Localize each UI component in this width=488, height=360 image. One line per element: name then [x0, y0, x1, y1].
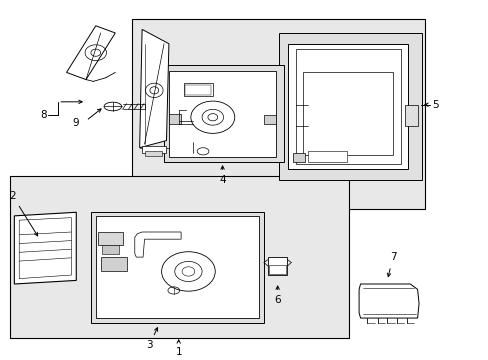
Text: 8: 8	[41, 111, 47, 121]
Bar	[96, 216, 259, 318]
Bar	[10, 176, 348, 338]
Text: 1: 1	[175, 340, 182, 357]
Bar	[183, 83, 212, 96]
Text: 4: 4	[219, 166, 225, 185]
Polygon shape	[14, 212, 76, 284]
Bar	[288, 44, 407, 169]
Text: 2: 2	[10, 191, 38, 236]
Bar	[102, 244, 119, 253]
Bar	[268, 265, 286, 274]
Text: 5: 5	[431, 100, 437, 110]
Text: 7: 7	[389, 252, 396, 262]
Text: 9: 9	[73, 118, 80, 128]
Bar	[278, 33, 422, 180]
Polygon shape	[66, 26, 115, 80]
Bar	[307, 151, 346, 162]
Bar	[168, 71, 276, 157]
Bar	[91, 212, 264, 323]
Bar	[132, 19, 424, 209]
Text: 6: 6	[274, 286, 281, 305]
Bar	[303, 72, 392, 155]
Bar	[98, 232, 122, 244]
Text: 3: 3	[146, 328, 157, 350]
Bar	[267, 257, 287, 275]
Bar	[145, 150, 162, 156]
Bar	[163, 65, 283, 162]
Bar	[101, 257, 127, 271]
Bar	[142, 146, 165, 153]
Bar	[293, 153, 305, 162]
Polygon shape	[135, 232, 181, 257]
Bar	[295, 49, 400, 164]
Bar	[184, 85, 211, 95]
Bar	[264, 116, 276, 125]
Polygon shape	[358, 284, 418, 318]
Polygon shape	[140, 30, 168, 148]
Bar	[405, 105, 417, 126]
Bar	[168, 114, 181, 125]
